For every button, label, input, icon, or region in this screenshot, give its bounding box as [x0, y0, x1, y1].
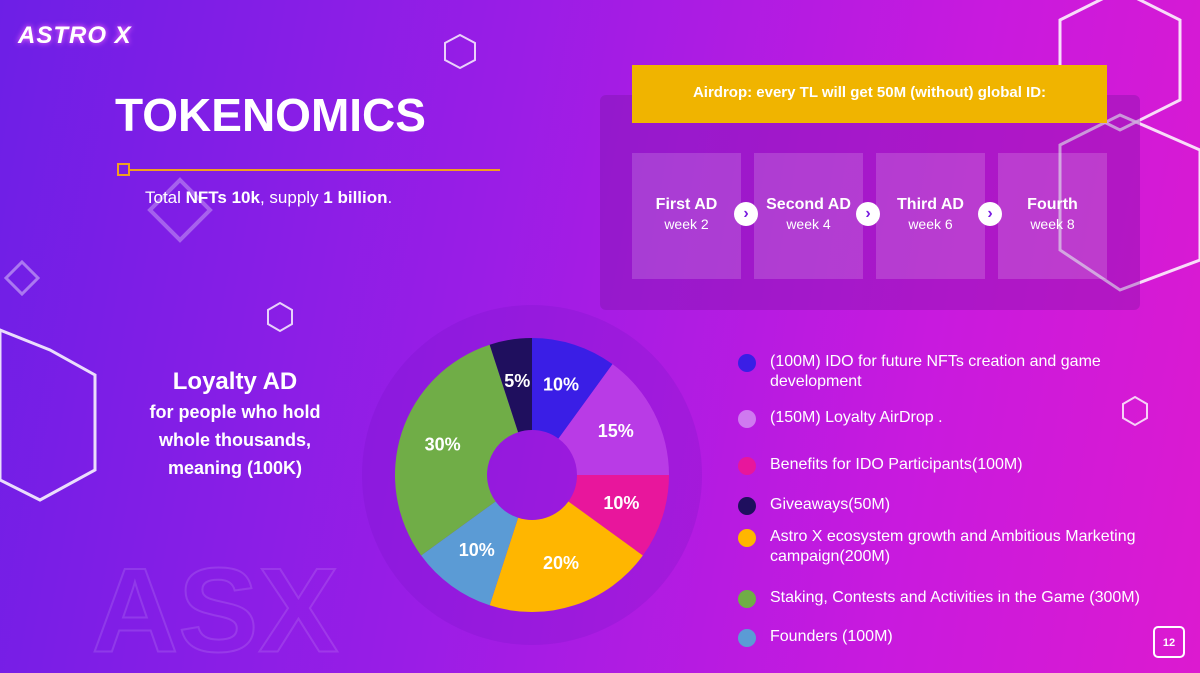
step-week: week 8 — [1030, 216, 1075, 232]
loyalty-line: meaning (100K) — [167, 458, 303, 478]
legend-label: Benefits for IDO Participants(100M) — [770, 456, 1023, 473]
slice-label: 10% — [459, 540, 495, 560]
loyalty-line: whole thousands, — [158, 430, 311, 450]
airdrop-banner-text: Airdrop: every TL will get 50M (without)… — [692, 84, 1047, 101]
donut-slice — [395, 344, 519, 556]
cube — [0, 328, 97, 502]
slice-label: 30% — [425, 435, 461, 455]
loyalty-line: for people who hold — [149, 402, 321, 422]
subtitle: Total NFTs 10k, supply 1 billion. — [145, 188, 392, 208]
slice-label: 10% — [543, 374, 579, 394]
subtitle-text: Total — [145, 188, 186, 207]
legend-swatch — [738, 457, 756, 475]
diamond — [3, 259, 41, 297]
legend-swatch — [738, 354, 756, 372]
airdrop-step: First AD week 2 — [632, 153, 741, 279]
legend-swatch — [738, 590, 756, 608]
loyalty: Loyalty AD for people who hold whole tho… — [85, 368, 385, 482]
donut-slice — [421, 501, 519, 606]
donut-chart: 10% 15% 10% 20% 10% 30% 5% — [395, 338, 669, 612]
step-name: Fourth — [1027, 196, 1078, 213]
title-rule-end — [117, 163, 130, 176]
title: TOKENOMICS — [115, 89, 426, 141]
step-week: week 4 — [786, 216, 831, 232]
subtitle-text: . — [387, 188, 393, 207]
legend-swatch — [738, 497, 756, 515]
step-week: week 2 — [664, 216, 709, 232]
legend-label: (100M) IDO for future NFTs creation and … — [770, 353, 1101, 390]
step-name: Second AD — [766, 196, 851, 213]
donut-slice — [568, 475, 669, 556]
step-name: First AD — [655, 196, 718, 213]
subtitle-text: , supply — [259, 188, 324, 207]
donut-slice — [489, 338, 532, 433]
cube-icon — [1122, 395, 1148, 427]
legend-label: Founders (100M) — [770, 628, 893, 645]
airdrop-step: Third AD week 6 — [876, 153, 985, 279]
legend-swatch — [738, 629, 756, 647]
subtitle-text: NFTs 10k — [185, 188, 260, 207]
legend-label: (150M) Loyalty AirDrop . — [770, 409, 943, 426]
watermark: ASX — [92, 544, 339, 673]
slice-label: 5% — [504, 371, 530, 391]
airdrop-banner — [632, 65, 1107, 123]
legend-swatch — [738, 529, 756, 547]
page-number: 12 — [1163, 637, 1175, 649]
hexagon — [1058, 113, 1200, 292]
step-arrow: › — [734, 202, 758, 226]
donut-slice — [532, 338, 613, 439]
step-arrow: › — [856, 202, 880, 226]
legend-label: Staking, Contests and Activities in the … — [770, 589, 1140, 606]
donut-slice — [489, 501, 643, 612]
cube-icon — [267, 301, 293, 333]
step-arrow: › — [978, 202, 1002, 226]
legend-label: Giveaways(50M) — [770, 496, 891, 513]
airdrop-step: Fourth week 8 — [998, 153, 1107, 279]
slice-label: 15% — [598, 421, 634, 441]
logo: ASTRO X — [18, 22, 132, 49]
diamond — [147, 177, 213, 243]
loyalty-heading: Loyalty AD — [172, 368, 298, 395]
cube-icon — [444, 33, 476, 70]
airdrop-step: Second AD week 4 — [754, 153, 863, 279]
step-week: week 6 — [908, 216, 953, 232]
page-number-box — [1153, 626, 1185, 658]
slice-label: 20% — [543, 553, 579, 573]
legend-label: Astro X ecosystem growth and Ambitious M… — [770, 528, 1136, 565]
slice-label: 10% — [603, 493, 639, 513]
donut-slice — [558, 364, 669, 475]
subtitle-text: 1 billion — [323, 188, 388, 207]
legend-swatch — [738, 410, 756, 428]
step-name: Third AD — [897, 196, 964, 213]
